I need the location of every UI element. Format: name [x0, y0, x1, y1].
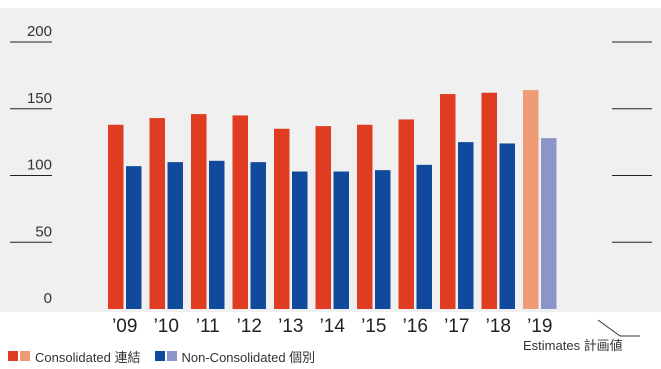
legend-swatch-nonconsolidated-estimate	[166, 351, 177, 361]
legend-swatch-nonconsolidated	[154, 351, 165, 361]
y-axis-ticks: 0 50 100 150 200	[27, 23, 52, 307]
bar-consolidated	[357, 124, 373, 310]
x-tick-label: ’12	[237, 316, 262, 337]
bar-nonconsolidated	[292, 171, 308, 309]
bar-nonconsolidated	[499, 143, 515, 309]
bar-consolidated	[481, 92, 497, 309]
y-tick-label: 200	[27, 23, 52, 40]
bar-consolidated	[398, 119, 414, 310]
legend-item-nonconsolidated: Non-Consolidated 個別	[154, 347, 316, 366]
legend-swatch-consolidated-estimate	[20, 351, 30, 361]
bar-nonconsolidated	[458, 142, 474, 309]
x-axis-labels: ’09 ’10 ’11 ’12 ’13 ’14 ’15 ’16 ’17 ’18 ’19	[112, 316, 552, 337]
bar-nonconsolidated	[333, 171, 349, 309]
x-tick-label: ’19	[527, 316, 552, 337]
bar-consolidated	[191, 114, 207, 309]
bar-nonconsolidated	[126, 166, 142, 309]
bar-consolidated-estimate	[523, 90, 539, 309]
x-tick-label: ’10	[154, 316, 179, 337]
gridlines	[10, 41, 652, 243]
y-tick-label: 0	[44, 290, 52, 307]
x-tick-label: ’15	[361, 316, 386, 337]
x-tick-label: ’14	[320, 316, 346, 337]
y-tick-label: 50	[35, 223, 52, 240]
estimates-pointer-line	[597, 319, 621, 337]
legend-label-consolidated: Consolidated 連結	[35, 349, 141, 365]
bar-nonconsolidated-estimate	[541, 138, 557, 309]
bar-nonconsolidated	[250, 162, 266, 309]
y-tick-label: 100	[27, 157, 52, 174]
legend-swatch-consolidated	[8, 351, 18, 361]
y-tick-label: 150	[27, 90, 52, 107]
bar-consolidated	[440, 94, 456, 309]
x-tick-label: ’09	[112, 316, 137, 337]
bars	[108, 90, 557, 310]
bar-consolidated	[274, 128, 290, 309]
x-tick-label: ’17	[444, 316, 469, 337]
x-tick-label: ’13	[278, 316, 303, 337]
legend-item-consolidated: Consolidated 連結	[8, 347, 141, 366]
bar-consolidated	[232, 115, 248, 309]
x-tick-label: ’11	[196, 316, 220, 337]
estimates-annotation: Estimates 計画値	[523, 338, 623, 353]
bar-nonconsolidated	[209, 160, 225, 309]
bar-consolidated	[149, 118, 165, 309]
x-tick-label: ’18	[486, 316, 511, 337]
x-tick-label: ’16	[403, 316, 428, 337]
bar-nonconsolidated	[375, 170, 391, 309]
legend-label-nonconsolidated: Non-Consolidated 個別	[181, 349, 316, 365]
legend: Consolidated 連結 Non-Consolidated 個別	[8, 347, 329, 365]
bar-consolidated	[315, 126, 331, 309]
bar-consolidated	[108, 124, 124, 310]
bar-nonconsolidated	[167, 162, 183, 309]
bar-nonconsolidated	[416, 164, 432, 309]
